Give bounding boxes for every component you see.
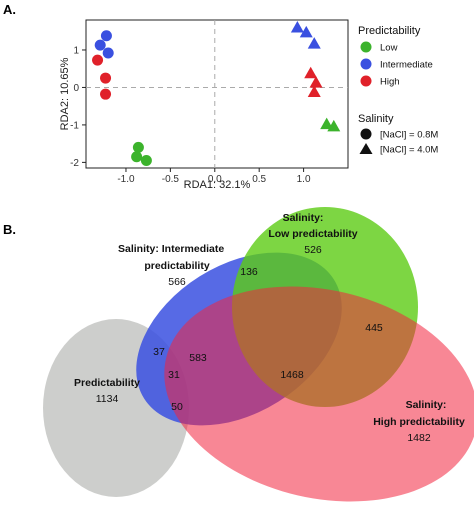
venn-count-predictability-intermediate-high: 31: [168, 369, 180, 381]
rda-scatter-plot: -1.0 -0.5 0.0 0.5 1.0 -2 -1 0 1 RDA1: 32.1% RDA…: [59, 19, 349, 191]
y-tick-label: 0: [73, 83, 79, 94]
venn-label-high-line2: High predictability: [373, 416, 465, 428]
venn-label-low-line1: Salinity:: [283, 212, 324, 224]
legend-swatch-high: [360, 75, 372, 87]
legend-label-intermediate: Intermediate: [380, 60, 433, 71]
legend-label-low-salinity: [NaCl] = 0.8M: [380, 130, 438, 141]
venn-count-low-only: 526: [304, 244, 322, 256]
panel-a-label: A.: [3, 2, 16, 17]
legend-label-high-salinity: [NaCl] = 4.0M: [380, 145, 438, 156]
venn-label-low-line2: Low predictability: [268, 228, 357, 240]
x-tick-label: 0.0: [208, 174, 222, 185]
venn-set-high: [164, 286, 474, 502]
x-tick-label: -1.0: [117, 174, 135, 185]
scatter-point-high-circle: [92, 54, 104, 66]
venn-count-high-only: 1482: [407, 432, 431, 444]
scatter-point-intermediate-triangle: [307, 37, 321, 49]
scatter-point-low-triangle: [320, 117, 334, 130]
venn-count-intermediate-low: 136: [240, 266, 258, 278]
legend-title-predictability: Predictability: [358, 25, 421, 37]
venn-count-intermediate-high: 583: [189, 352, 207, 364]
x-tick-label: 1.0: [297, 174, 311, 185]
legend-title-salinity: Salinity: [358, 113, 394, 125]
y-tick-label: -1: [70, 120, 79, 131]
y-axis-title: RDA2: 10.65%: [59, 57, 71, 130]
scatter-legend: Predictability Low Intermediate High Sal…: [358, 25, 438, 156]
scatter-point-low-circle: [132, 141, 144, 153]
venn-diagram: Salinity: Intermediate predictability Sa…: [43, 207, 474, 502]
venn-count-intermediate-low-high: 1468: [280, 369, 304, 381]
legend-swatch-intermediate: [360, 58, 372, 70]
venn-label-high-line1: Salinity:: [406, 399, 447, 411]
plot-frame: [85, 19, 349, 169]
scatter-point-intermediate-triangle: [299, 25, 313, 38]
scatter-point-low-triangle: [327, 119, 341, 132]
venn-count-predictability-only: 1134: [96, 393, 119, 405]
scatter-point-intermediate-circle: [94, 39, 106, 51]
x-tick-label: -0.5: [162, 174, 180, 185]
y-tick-label: -2: [70, 158, 79, 169]
x-axis-ticks: -1.0 -0.5 0.0 0.5 1.0: [117, 168, 311, 185]
legend-swatch-circle: [360, 128, 372, 140]
venn-label-intermediate-line2: predictability: [144, 260, 210, 272]
scatter-point-intermediate-circle: [102, 47, 114, 59]
x-tick-label: 0.5: [252, 174, 266, 185]
venn-count-predictability-high: 50: [171, 401, 183, 413]
venn-count-intermediate-only: 566: [168, 276, 186, 288]
scatter-point-intermediate-triangle: [290, 20, 304, 33]
scatter-point-low-circle: [131, 151, 143, 163]
legend-swatch-low: [360, 41, 372, 53]
data-points: [92, 20, 341, 167]
scatter-point-low-circle: [140, 155, 152, 167]
scatter-point-high-circle: [100, 88, 112, 100]
venn-count-low-high: 445: [365, 322, 383, 334]
legend-label-low: Low: [380, 43, 398, 54]
scatter-point-high-circle: [100, 72, 112, 84]
scatter-point-intermediate-circle: [100, 30, 112, 42]
legend-label-high: High: [380, 77, 400, 88]
scatter-point-high-triangle: [309, 76, 323, 88]
venn-label-predictability: Predictability: [74, 377, 140, 389]
y-tick-label: 1: [73, 45, 79, 56]
x-axis-title: RDA1: 32.1%: [184, 179, 251, 191]
venn-label-intermediate-line1: Salinity: Intermediate: [118, 243, 224, 255]
venn-count-predictability-intermediate: 37: [153, 346, 165, 358]
scatter-point-high-triangle: [304, 66, 318, 79]
legend-swatch-triangle: [359, 143, 373, 154]
panel-b-label: B.: [3, 222, 16, 237]
scatter-point-high-triangle: [307, 85, 321, 97]
y-axis-ticks: -2 -1 0 1: [70, 45, 86, 169]
